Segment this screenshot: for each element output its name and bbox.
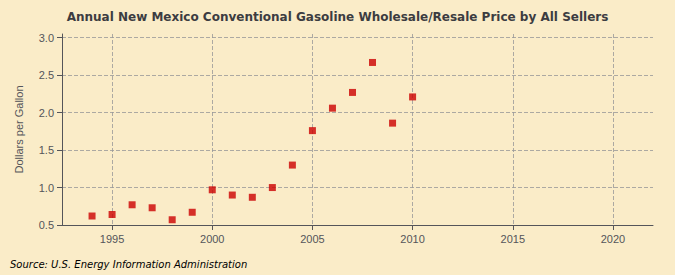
svg-text:Source: U.S. Energy Informatio: Source: U.S. Energy Information Administ…	[10, 259, 247, 270]
svg-text:Dollars per Gallon: Dollars per Gallon	[13, 85, 25, 173]
svg-text:2020: 2020	[601, 233, 625, 245]
svg-text:2010: 2010	[400, 233, 424, 245]
svg-text:3.0: 3.0	[39, 32, 54, 44]
svg-text:1995: 1995	[100, 233, 124, 245]
svg-text:2000: 2000	[200, 233, 224, 245]
svg-text:2005: 2005	[300, 233, 324, 245]
svg-text:1.5: 1.5	[39, 144, 54, 156]
svg-text:2.5: 2.5	[39, 69, 54, 81]
svg-text:Annual New Mexico Conventional: Annual New Mexico Conventional Gasoline …	[67, 10, 609, 24]
svg-text:1.0: 1.0	[39, 182, 54, 194]
svg-text:0.5: 0.5	[39, 219, 54, 231]
svg-text:2.0: 2.0	[39, 107, 54, 119]
svg-text:2015: 2015	[501, 233, 525, 245]
